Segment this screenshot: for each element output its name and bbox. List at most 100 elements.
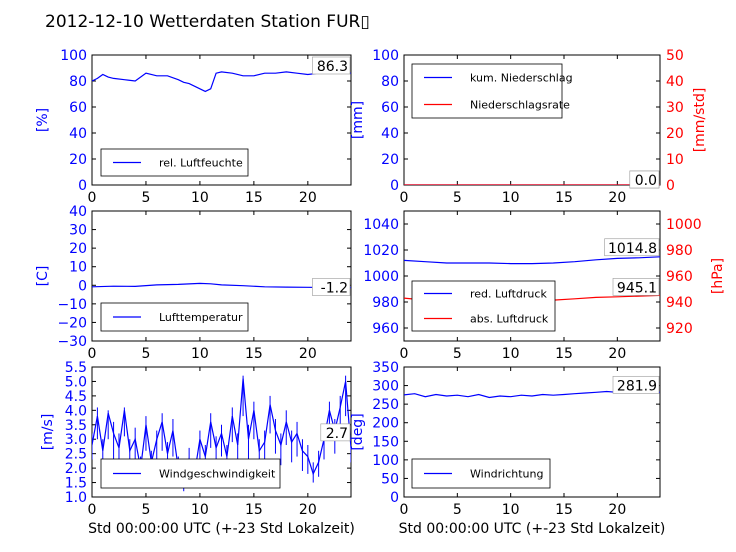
readout-value: 1014.8 bbox=[608, 241, 657, 257]
readout-value: 281.9 bbox=[617, 378, 657, 394]
y-tick-label: 1040 bbox=[363, 217, 399, 233]
y2-tick-label: 40 bbox=[666, 74, 684, 90]
series-line bbox=[92, 282, 351, 289]
y-tick-label: 1020 bbox=[363, 243, 399, 259]
x-tick-label: 20 bbox=[299, 502, 317, 518]
figure-title: 2012-12-10 Wetterdaten Station FUR▯ bbox=[45, 12, 370, 32]
y-axis-label: [C] bbox=[35, 266, 51, 287]
x-tick-label: 10 bbox=[502, 190, 520, 206]
y-tick-label: 20 bbox=[381, 152, 399, 168]
y-tick-label: 100 bbox=[372, 453, 399, 469]
readout-value-box bbox=[312, 278, 351, 296]
readout-value: 86.3 bbox=[317, 59, 348, 75]
y-tick-label: 20 bbox=[69, 241, 87, 257]
y-axis-label: [mm] bbox=[350, 101, 366, 139]
readout-value-box bbox=[312, 56, 351, 75]
y2-tick-label: 0 bbox=[666, 178, 675, 194]
readout-value-box bbox=[604, 238, 660, 257]
y-tick-label: 5.0 bbox=[65, 374, 87, 390]
readout-value-2: 0.0 bbox=[635, 173, 657, 189]
x-tick-label: 20 bbox=[299, 190, 317, 206]
legend: Lufttemperatur bbox=[100, 302, 249, 332]
x-tick-label: 5 bbox=[453, 190, 462, 206]
chart-panel-windspeed: 0 5 10 15 20 1.01.52.02.53.03.54.04.55.05.5 [m… bbox=[40, 360, 355, 537]
legend-label: kum. Niederschlag bbox=[470, 72, 573, 85]
legend-frame bbox=[411, 63, 563, 119]
x-tick-label: 5 bbox=[141, 502, 150, 518]
series-group bbox=[92, 282, 351, 289]
legend: red. Luftdruck abs. Luftdruck bbox=[411, 280, 556, 332]
series-line bbox=[404, 256, 660, 265]
x-tick-label: 0 bbox=[400, 346, 409, 362]
readout-value-2: 945.1 bbox=[617, 280, 657, 296]
x-tick-label: 20 bbox=[608, 190, 626, 206]
x-tick-label: 0 bbox=[88, 190, 97, 206]
y-tick-label: 150 bbox=[372, 434, 399, 450]
x-tick-label: 0 bbox=[400, 190, 409, 206]
x-tick-label: 5 bbox=[141, 346, 150, 362]
legend-label: red. Luftdruck bbox=[470, 288, 547, 301]
y-axis-label: [m/s] bbox=[40, 414, 56, 451]
y-tick-label: 50 bbox=[381, 471, 399, 487]
y-tick-label: 980 bbox=[372, 295, 399, 311]
x-tick-label: 15 bbox=[245, 346, 263, 362]
legend-label: rel. Luftfeuchte bbox=[159, 157, 243, 170]
y2-tick-label: 1000 bbox=[666, 217, 702, 233]
y-tick-label: 60 bbox=[69, 100, 87, 116]
y2-axis-label: [mm/std] bbox=[692, 88, 708, 153]
y2-axis-label: [hPa] bbox=[710, 258, 726, 294]
x-tick-label: 15 bbox=[555, 190, 573, 206]
y-tick-label: 1000 bbox=[363, 269, 399, 285]
x-tick-label: 10 bbox=[502, 346, 520, 362]
x-tick-label: 20 bbox=[299, 346, 317, 362]
y-tick-label: 40 bbox=[69, 204, 87, 220]
readout-value-2-box bbox=[629, 170, 660, 189]
x-tick-label: 10 bbox=[191, 346, 209, 362]
y2-tick-label: 10 bbox=[666, 152, 684, 168]
y-tick-label: 40 bbox=[381, 126, 399, 142]
legend-frame bbox=[100, 302, 249, 332]
series-line bbox=[92, 71, 351, 93]
y-axis-label: [%] bbox=[35, 108, 51, 132]
y-tick-label: 960 bbox=[372, 321, 399, 337]
y-tick-label: 5.5 bbox=[65, 360, 87, 376]
y-tick-label: 4.0 bbox=[65, 403, 87, 419]
y-tick-label: 3.0 bbox=[65, 432, 87, 448]
y-tick-label: 4.5 bbox=[65, 389, 87, 405]
x-tick-label: 5 bbox=[453, 502, 462, 518]
y-tick-label: 3.5 bbox=[65, 418, 87, 434]
readout-value-2-box bbox=[612, 278, 660, 296]
legend-label: Windrichtung bbox=[470, 468, 543, 481]
legend-label: Niederschlagsrate bbox=[470, 99, 570, 112]
y-tick-label: 300 bbox=[372, 379, 399, 395]
chart-panel-temperature: 0 5 10 15 20 −30 −20 −10 0 10 20 30 40 [C] Lufttempera… bbox=[35, 204, 352, 362]
x-tick-label: 0 bbox=[88, 346, 97, 362]
y-tick-label: 10 bbox=[69, 260, 87, 276]
legend-label: abs. Luftdruck bbox=[470, 313, 549, 326]
legend-frame bbox=[411, 280, 556, 332]
x-tick-label: 5 bbox=[141, 190, 150, 206]
x-tick-label: 0 bbox=[400, 502, 409, 518]
y-axis-label: [deg] bbox=[350, 413, 366, 450]
legend-label: Lufttemperatur bbox=[159, 311, 243, 324]
y-tick-label: 80 bbox=[381, 74, 399, 90]
y2-tick-label: 30 bbox=[666, 100, 684, 116]
y-tick-label: 0 bbox=[78, 278, 87, 294]
series-group bbox=[92, 71, 351, 93]
x-axis-label: Std 00:00:00 UTC (+-23 Std Lokalzeit) bbox=[88, 521, 355, 537]
y-tick-label: −10 bbox=[57, 297, 87, 313]
x-tick-label: 10 bbox=[191, 190, 209, 206]
x-tick-label: 20 bbox=[608, 502, 626, 518]
readout-value-box bbox=[320, 423, 351, 442]
y-tick-label: 1.5 bbox=[65, 476, 87, 492]
x-tick-label: 10 bbox=[502, 502, 520, 518]
x-tick-label: 20 bbox=[608, 346, 626, 362]
y-tick-label: 100 bbox=[60, 48, 87, 64]
x-tick-label: 10 bbox=[191, 502, 209, 518]
y-tick-label: 200 bbox=[372, 416, 399, 432]
legend-label: Windgeschwindigkeit bbox=[159, 468, 276, 481]
chart-panel-pressure: 0 5 10 15 20 960 980 1000 1020 1040 920 940 960 980 10… bbox=[363, 210, 726, 362]
y-tick-label: −20 bbox=[57, 315, 87, 331]
